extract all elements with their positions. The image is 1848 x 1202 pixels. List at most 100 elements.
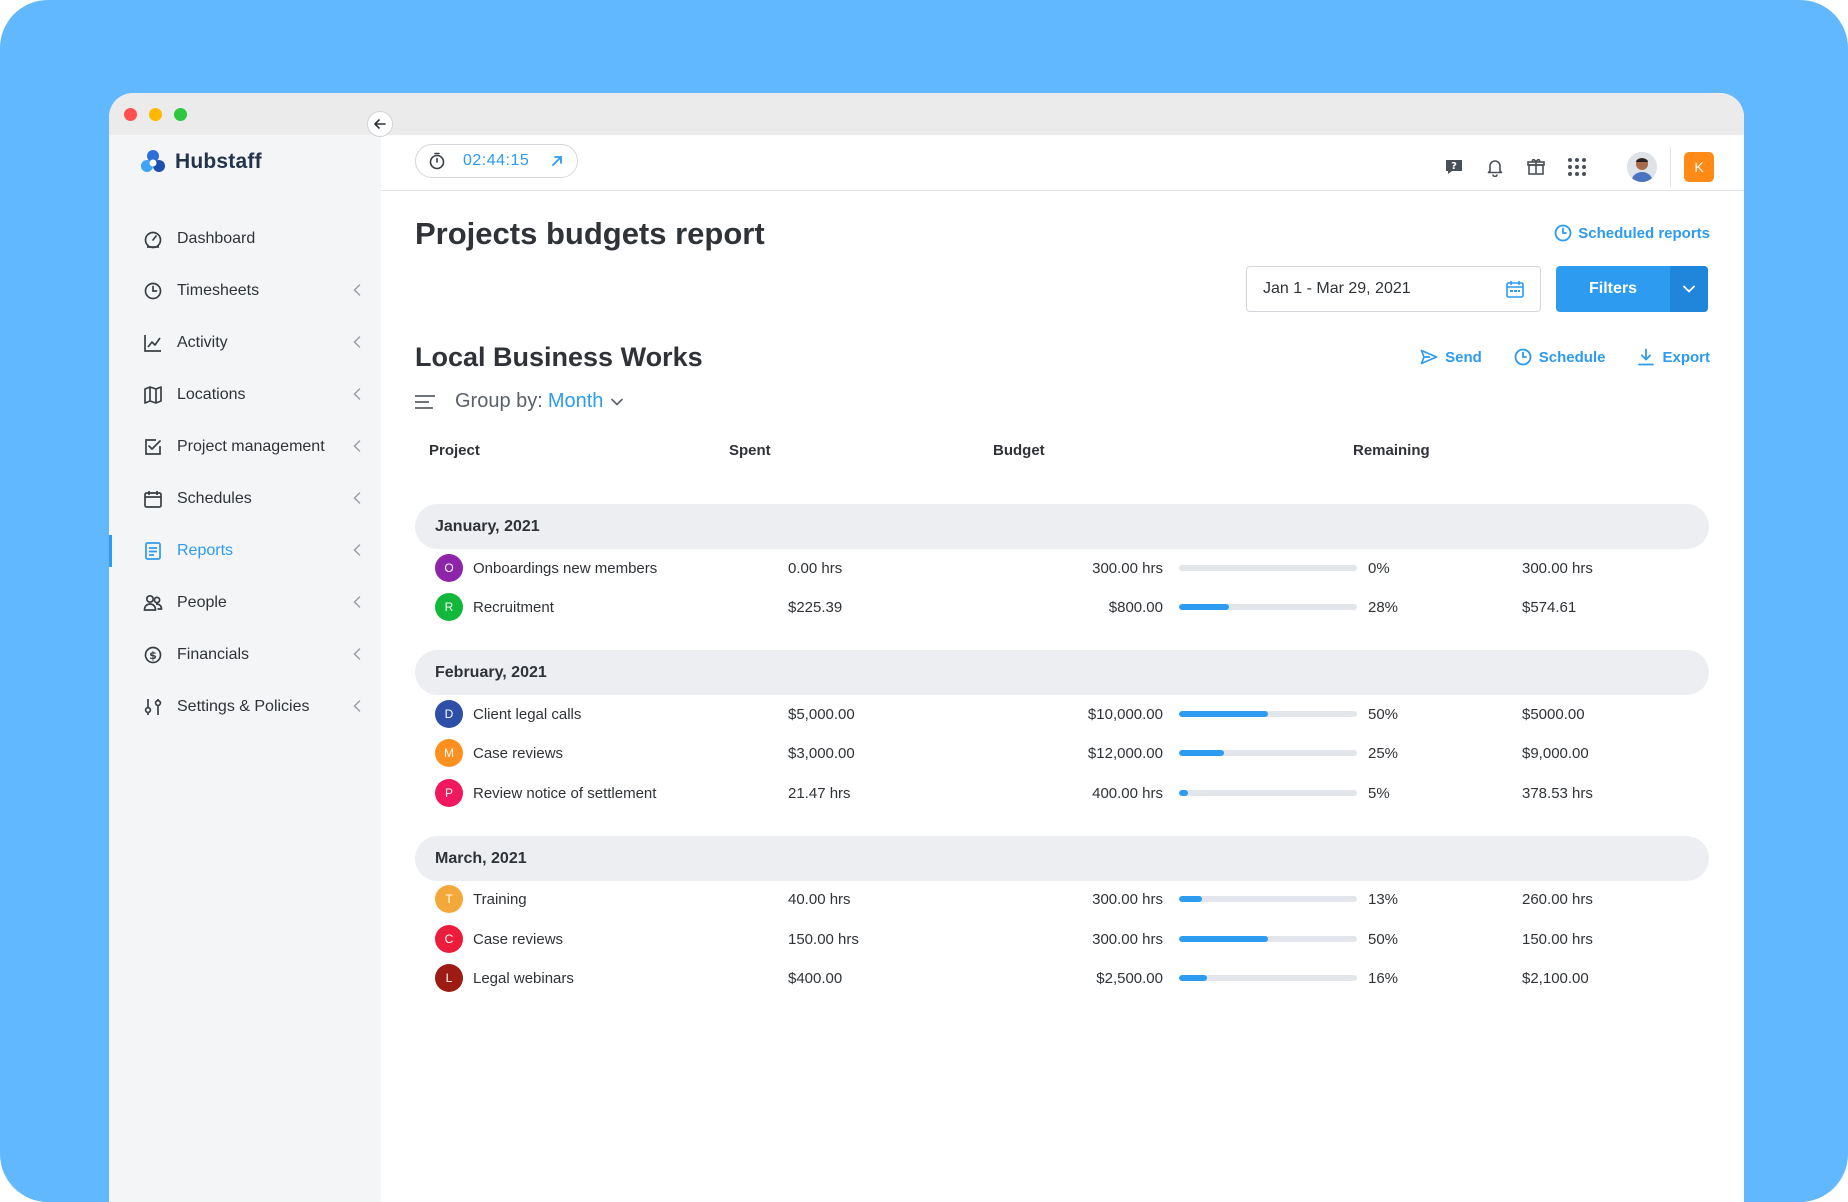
- budget-cell: 400.00 hrs: [1092, 784, 1163, 802]
- export-button[interactable]: Export: [1637, 348, 1710, 366]
- table-row[interactable]: C Case reviews 150.00 hrs 300.00 hrs 50% 150.…: [415, 922, 1709, 956]
- remaining-cell: $5000.00: [1522, 705, 1585, 723]
- sidebar-item-locations[interactable]: Locations: [109, 369, 381, 421]
- schedule-button[interactable]: Schedule: [1514, 348, 1605, 366]
- maximize-window-button[interactable]: [174, 108, 187, 121]
- column-header-budget[interactable]: Budget: [993, 442, 1045, 459]
- table-row[interactable]: L Legal webinars $400.00 $2,500.00 16% $2,100…: [415, 961, 1709, 995]
- gift-icon[interactable]: [1524, 155, 1548, 179]
- brand-logo[interactable]: Hubstaff: [140, 149, 262, 175]
- export-label: Export: [1662, 348, 1710, 366]
- project-name[interactable]: Onboardings new members: [473, 559, 658, 577]
- spent-cell: 150.00 hrs: [788, 930, 859, 948]
- chevron-left-icon[interactable]: [353, 543, 361, 561]
- table-row[interactable]: O Onboardings new members 0.00 hrs 300.00 h…: [415, 551, 1709, 585]
- table-row[interactable]: T Training 40.00 hrs 300.00 hrs 13% 260.00 hr…: [415, 882, 1709, 916]
- chevron-left-icon[interactable]: [353, 491, 361, 509]
- project-name[interactable]: Review notice of settlement: [473, 784, 657, 802]
- progress-fill: [1179, 711, 1268, 717]
- group-by-label: Group by:: [455, 390, 543, 412]
- budget-cell: $800.00: [1108, 598, 1163, 616]
- progress-fill: [1179, 975, 1208, 981]
- minimize-window-button[interactable]: [149, 108, 162, 121]
- organization-badge[interactable]: K: [1684, 152, 1714, 182]
- column-header-project[interactable]: Project: [429, 442, 480, 459]
- send-button[interactable]: Send: [1420, 348, 1482, 366]
- help-icon[interactable]: ?: [1442, 155, 1466, 179]
- sidebar-item-timesheets[interactable]: Timesheets: [109, 265, 381, 317]
- column-header-remaining[interactable]: Remaining: [1353, 442, 1430, 459]
- sidebar: Hubstaff Dashboard Timesheets Activity Loca…: [109, 135, 381, 1202]
- scheduled-reports-label: Scheduled reports: [1578, 224, 1710, 242]
- window-titlebar: [109, 93, 1744, 135]
- percent-cell: 0%: [1368, 559, 1390, 577]
- remaining-cell: $574.61: [1522, 598, 1577, 616]
- sidebar-item-reports[interactable]: Reports: [109, 525, 381, 577]
- filters-label: Filters: [1588, 280, 1637, 297]
- project-name[interactable]: Client legal calls: [473, 705, 582, 723]
- filters-dropdown-toggle[interactable]: [1670, 266, 1708, 312]
- sidebar-item-activity[interactable]: Activity: [109, 317, 381, 369]
- open-timer-icon[interactable]: [550, 154, 564, 168]
- table-row[interactable]: R Recruitment $225.39 $800.00 28% $574.61: [415, 590, 1709, 624]
- top-bar: 02:44:15 ? K: [381, 135, 1744, 191]
- budget-progress-bar: [1179, 922, 1357, 956]
- clock-icon: [1514, 348, 1532, 366]
- percent-cell: 16%: [1368, 969, 1399, 987]
- chevron-left-icon[interactable]: [353, 387, 361, 405]
- progress-fill: [1179, 936, 1268, 942]
- apps-grid-icon[interactable]: [1565, 155, 1589, 179]
- progress-fill: [1179, 750, 1224, 756]
- sidebar-item-financials[interactable]: $ Financials: [109, 629, 381, 681]
- project-name[interactable]: Training: [473, 890, 527, 908]
- table-row[interactable]: M Case reviews $3,000.00 $12,000.00 25% $9,00…: [415, 736, 1709, 770]
- people-icon: [142, 592, 164, 614]
- timer-widget[interactable]: 02:44:15: [415, 144, 578, 178]
- progress-track: [1179, 711, 1357, 717]
- sidebar-item-dashboard[interactable]: Dashboard: [109, 213, 381, 265]
- spent-cell: $3,000.00: [788, 744, 855, 762]
- table-row[interactable]: D Client legal calls $5,000.00 $10,000.00 50…: [415, 697, 1709, 731]
- user-avatar[interactable]: [1627, 152, 1657, 182]
- group-by-selector[interactable]: Group by: Month: [415, 390, 624, 413]
- report-icon: [142, 540, 164, 562]
- app-window: Hubstaff Dashboard Timesheets Activity Loca…: [109, 93, 1744, 1202]
- column-header-spent[interactable]: Spent: [729, 442, 771, 459]
- send-label: Send: [1445, 348, 1482, 366]
- table-row[interactable]: P Review notice of settlement 21.47 hrs 400…: [415, 776, 1709, 810]
- clock-icon: [1554, 224, 1572, 242]
- sidebar-item-settings-policies[interactable]: Settings & Policies: [109, 681, 381, 733]
- project-name[interactable]: Legal webinars: [473, 969, 574, 987]
- sidebar-item-label: Project management: [177, 438, 325, 455]
- chevron-left-icon[interactable]: [353, 439, 361, 457]
- chevron-left-icon[interactable]: [353, 335, 361, 353]
- project-name[interactable]: Recruitment: [473, 598, 554, 616]
- project-name[interactable]: Case reviews: [473, 744, 564, 762]
- group-header: February, 2021: [415, 650, 1709, 695]
- sidebar-item-label: Settings & Policies: [177, 698, 310, 715]
- sidebar-item-project-management[interactable]: Project management: [109, 421, 381, 473]
- chevron-left-icon[interactable]: [353, 595, 361, 613]
- percent-cell: 50%: [1368, 705, 1399, 723]
- dashboard-icon: [142, 228, 164, 250]
- group-header: March, 2021: [415, 836, 1709, 881]
- notifications-bell-icon[interactable]: [1483, 155, 1507, 179]
- budget-progress-bar: [1179, 882, 1357, 916]
- scheduled-reports-link[interactable]: Scheduled reports: [1554, 224, 1710, 242]
- group-by-value[interactable]: Month: [547, 390, 604, 412]
- sidebar-item-schedules[interactable]: Schedules: [109, 473, 381, 525]
- collapse-sidebar-button[interactable]: [367, 111, 393, 137]
- close-window-button[interactable]: [124, 108, 137, 121]
- chevron-left-icon[interactable]: [353, 699, 361, 717]
- remaining-cell: 150.00 hrs: [1522, 930, 1593, 948]
- project-name[interactable]: Case reviews: [473, 930, 564, 948]
- budget-progress-bar: [1179, 776, 1357, 810]
- budget-progress-bar: [1179, 697, 1357, 731]
- filters-button[interactable]: Filters: [1556, 266, 1708, 312]
- budget-cell: 300.00 hrs: [1092, 890, 1163, 908]
- chevron-left-icon[interactable]: [353, 283, 361, 301]
- chevron-left-icon[interactable]: [353, 647, 361, 665]
- date-range-picker[interactable]: Jan 1 - Mar 29, 2021: [1246, 266, 1541, 312]
- sidebar-item-people[interactable]: People: [109, 577, 381, 629]
- sidebar-item-label: Activity: [177, 334, 228, 351]
